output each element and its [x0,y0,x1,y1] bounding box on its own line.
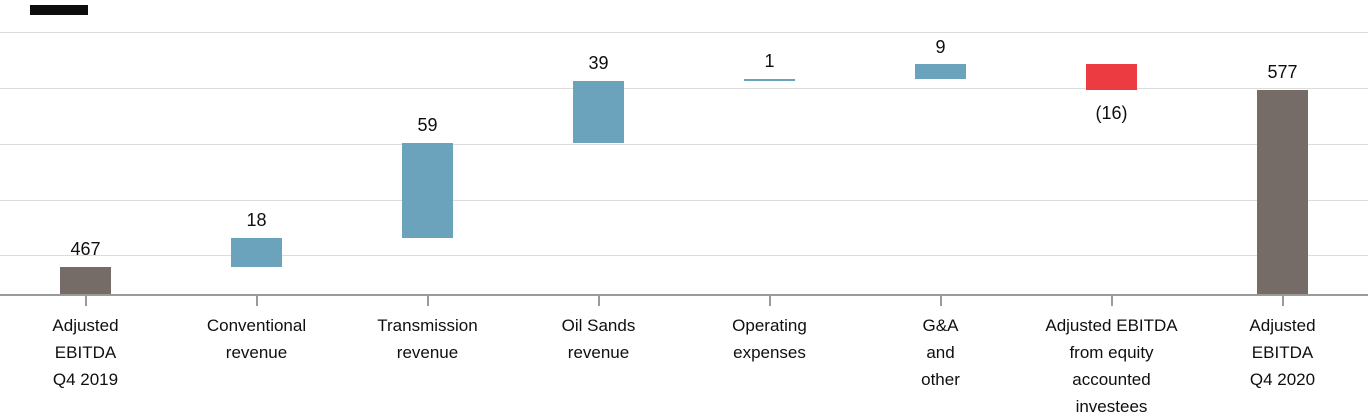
category-label-conventional-revenue: Conventional revenue [171,312,342,366]
category-label-line: Adjusted EBITDA [1045,316,1178,335]
value-label-transmission-revenue: 59 [417,115,438,136]
bar-adjusted-ebitda-from-equity-accounted-investees [1086,64,1137,91]
category-label-transmission-revenue: Transmission revenue [342,312,513,366]
category-label-line: Operating [732,316,807,335]
category-label-line: and [926,343,955,362]
category-label-line: revenue [567,343,630,362]
gridline [0,200,1368,201]
gridline [0,32,1368,33]
axis-tick [768,296,771,306]
category-label-g-a-and-other: G&A and other [855,312,1026,393]
category-label-line: revenue [225,343,288,362]
category-label-line: EBITDA [54,343,117,362]
category-label-line: investees [1075,397,1148,416]
category-label-adjusted-ebitda-from-equity-accounted-investees: Adjusted EBITDA from equity accounted inves… [1026,312,1197,420]
value-label-oil-sands-revenue: 39 [588,52,609,73]
category-label-operating-expenses: Operating expenses [684,312,855,366]
axis-tick [1281,296,1284,306]
bar-adjusted-ebitda-q4-2019 [60,266,111,294]
category-label-adjusted-ebitda-q4-2019: Adjusted EBITDA Q4 2019 [0,312,171,393]
category-label-oil-sands-revenue: Oil Sands revenue [513,312,684,366]
axis-tick [426,296,429,306]
category-label-line: other [921,370,960,389]
axis-tick [84,296,87,306]
category-label-line: G&A [922,316,959,335]
value-label-conventional-revenue: 18 [246,209,267,230]
axis-tick [939,296,942,306]
category-label-line: Q4 2020 [1249,370,1316,389]
bar-g-a-and-other [915,64,966,79]
category-label-line: accounted [1072,370,1151,389]
gridline [0,88,1368,89]
category-label-line: expenses [733,343,806,362]
cropped-legend-mark [30,5,88,15]
axis-tick [1110,296,1113,306]
value-label-adjusted-ebitda-q4-2019: 467 [70,238,101,259]
bar-transmission-revenue [402,143,453,238]
category-label-line: from equity [1069,343,1154,362]
category-label-line: revenue [396,343,459,362]
x-axis-line [0,294,1368,296]
value-label-operating-expenses: 1 [764,50,775,71]
category-label-line: EBITDA [1251,343,1314,362]
gridline [0,144,1368,145]
axis-tick [255,296,258,306]
bar-conventional-revenue [231,237,282,267]
category-label-line: Conventional [206,316,307,335]
category-label-line: Adjusted [52,316,119,335]
category-label-line: Transmission [377,316,478,335]
bar-oil-sands-revenue [573,80,624,144]
category-label-line: Q4 2019 [52,370,119,389]
gridline [0,255,1368,256]
bar-operating-expenses [744,78,795,81]
category-label-adjusted-ebitda-q4-2020: Adjusted EBITDA Q4 2020 [1197,312,1368,393]
value-label-g-a-and-other: 9 [935,36,946,57]
bar-adjusted-ebitda-q4-2020 [1257,90,1308,294]
category-label-line: Oil Sands [561,316,636,335]
value-label-adjusted-ebitda-from-equity-accounted-investees: (16) [1095,103,1128,124]
axis-tick [597,296,600,306]
value-label-adjusted-ebitda-q4-2020: 577 [1267,62,1298,83]
category-label-line: Adjusted [1249,316,1316,335]
